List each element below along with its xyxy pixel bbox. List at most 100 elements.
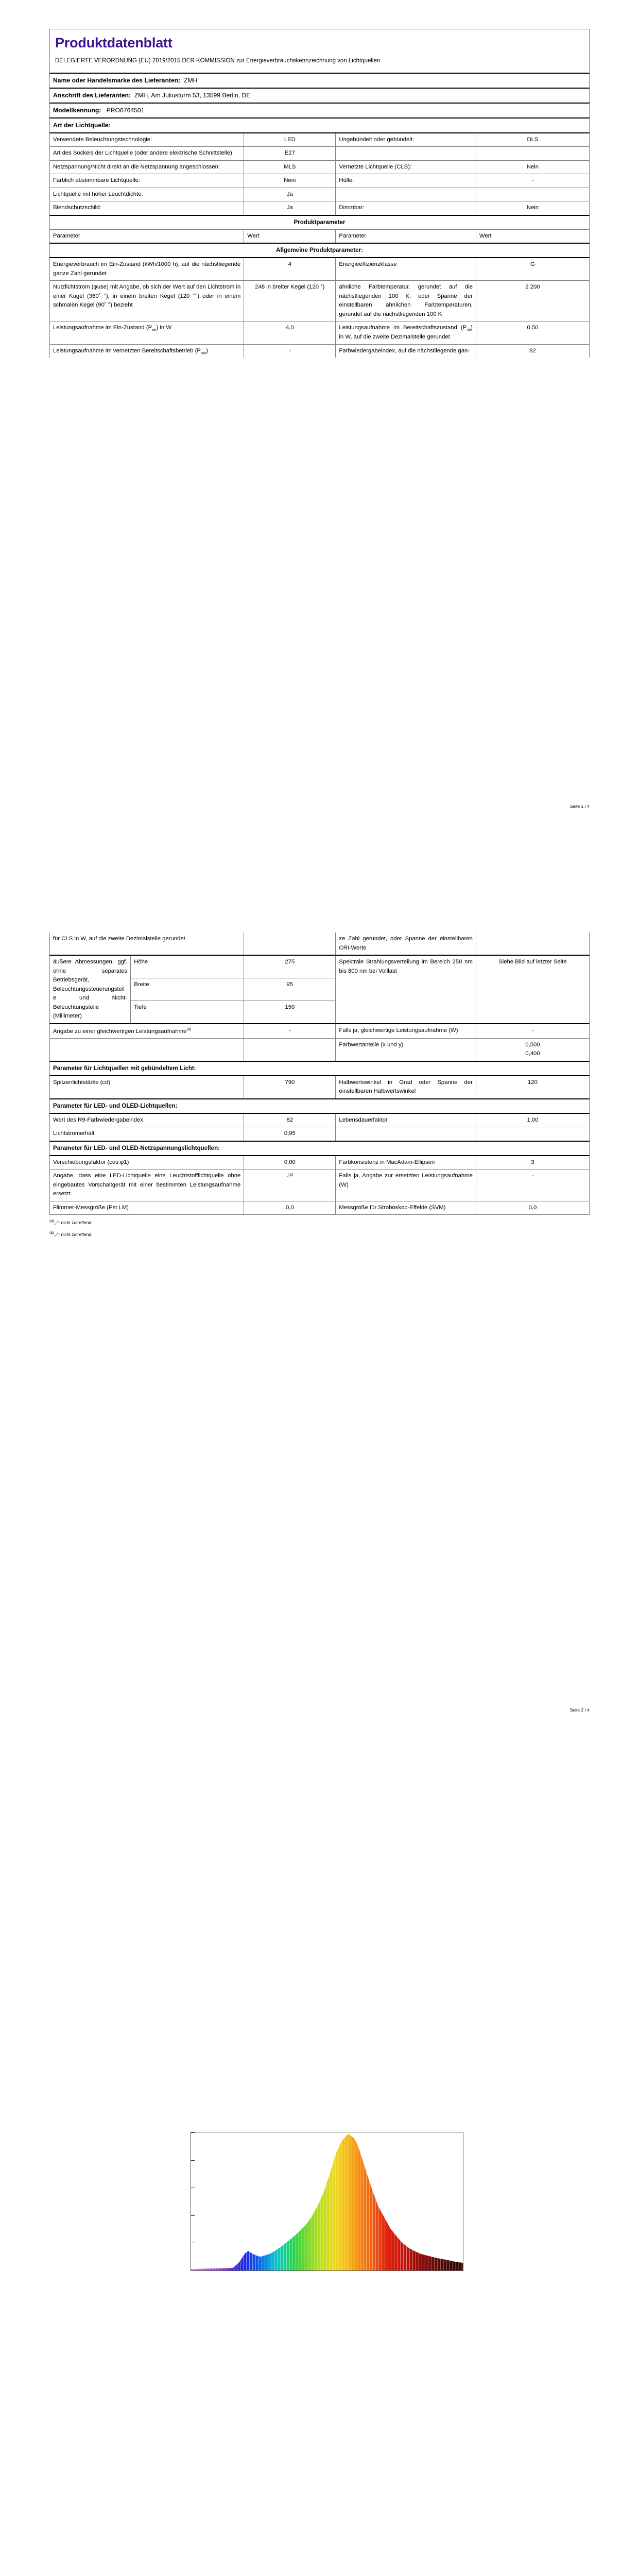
col-header-wert-1: Wert bbox=[244, 229, 336, 244]
chart-plot-area: 1 0.8 0.6 0.4 0.2 0 350 425 500 575 650 … bbox=[191, 2132, 463, 2271]
page-footer: Seite 2 / 4 bbox=[569, 1707, 590, 1713]
table-row: Farblich abstimmbare Lichtquelle: Nein H… bbox=[49, 174, 590, 188]
param-value: MLS bbox=[244, 160, 336, 175]
param-value: 0,00 bbox=[244, 1155, 336, 1170]
y-axis-tick-mark bbox=[191, 2160, 195, 2161]
param-label: Leistungsaufnahme im Bereitschaftszustan… bbox=[335, 321, 476, 345]
address-label: Anschrift des Lieferanten: bbox=[53, 91, 131, 99]
param-label: Vernetzte Lichtquelle (CLS): bbox=[335, 160, 476, 175]
param-label bbox=[49, 1038, 245, 1062]
param-label: Falls ja, gleichwertige Leistungsaufnahm… bbox=[335, 1023, 476, 1039]
param-value: 4,0 bbox=[244, 321, 336, 345]
table-row: Flimmer-Messgröße (Pst LM) 0,0 Messgröße… bbox=[49, 1200, 590, 1215]
supplier-label: Name oder Handelsmarke des Lieferanten: bbox=[53, 77, 181, 84]
param-value: -(b) bbox=[244, 1169, 336, 1201]
table-row: Lichtquelle mit hoher Leuchtdichte: Ja bbox=[49, 187, 590, 202]
param-label: Lichtquelle mit hoher Leuchtdichte: bbox=[49, 187, 245, 202]
page-footer: Seite 1 / 4 bbox=[569, 804, 590, 809]
param-value bbox=[244, 933, 336, 956]
param-value: 3 bbox=[475, 1155, 590, 1170]
param-value: 120 bbox=[475, 1075, 590, 1099]
page-1: Produktdatenblatt DELEGIERTE VERORDNUNG … bbox=[0, 0, 639, 904]
param-label: Leistungsaufnahme im Ein-Zustand (Pon) i… bbox=[49, 321, 245, 345]
param-value: LED bbox=[244, 132, 336, 147]
param-value bbox=[244, 1038, 336, 1062]
param-value: Nein bbox=[244, 174, 336, 188]
param-label: Lichtstromerhalt bbox=[49, 1127, 245, 1142]
col-header-parameter-1: Parameter bbox=[49, 229, 245, 244]
section-title: Parameter für LED- und OLED-Netzspannung… bbox=[49, 1140, 590, 1156]
document-subtitle: DELEGIERTE VERORDNUNG (EU) 2019/2015 DER… bbox=[55, 57, 381, 64]
model-row: Modellkennung: PRO6764501 bbox=[49, 102, 590, 118]
document-header-cell: Produktdatenblatt DELEGIERTE VERORDNUNG … bbox=[49, 29, 590, 74]
param-label: Wert des R9-Farbwiedergabeindex bbox=[49, 1112, 245, 1128]
table-row: Leistungsaufnahme im vernetzten Bereitsc… bbox=[49, 344, 590, 358]
header-row: Produktdatenblatt DELEGIERTE VERORDNUNG … bbox=[49, 29, 590, 74]
param-value: 0,0 bbox=[475, 1200, 590, 1215]
param-label: Energieeffizienzklasse bbox=[335, 257, 476, 281]
dimensions-row: äußere Abmessungen, ggf. ohne separates … bbox=[49, 954, 590, 1024]
address-row: Anschrift des Lieferanten: ZMH, Am Juliu… bbox=[49, 87, 590, 104]
section-title: Allgemeine Produktparameter: bbox=[49, 243, 590, 258]
param-value: 82 bbox=[244, 1112, 336, 1128]
param-label: Farbkonsistenz in MacAdam-Ellipsen bbox=[335, 1155, 476, 1170]
footnote-b: (b)„-“: nicht zutreffend; bbox=[49, 1230, 590, 1238]
table-row-continuation: für CLS in W, auf die zweite Dezimalstel… bbox=[49, 933, 590, 956]
model-label: Modellkennung: bbox=[53, 106, 101, 114]
param-label: Angabe, dass eine LED-Lichtquelle eine L… bbox=[49, 1169, 245, 1201]
param-label: Verschiebungsfaktor (cos φ1) bbox=[49, 1155, 245, 1170]
page-title: Produktdatenblatt bbox=[55, 35, 172, 50]
param-value: 248 in breiter Kegel (120 °) bbox=[244, 280, 336, 322]
footnote-a: (a)„-“: nicht zutreffend; bbox=[49, 1218, 590, 1226]
table-row: Nutzlichtstrom (φuse) mit Angabe, ob sic… bbox=[49, 280, 590, 322]
param-value: G bbox=[475, 257, 590, 281]
param-value: 82 bbox=[475, 344, 590, 358]
table-row: Verschiebungsfaktor (cos φ1) 0,00 Farbko… bbox=[49, 1155, 590, 1170]
page-2-content: für CLS in W, auf die zweite Dezimalstel… bbox=[49, 933, 590, 1238]
table-row: Wert des R9-Farbwiedergabeindex 82 Leben… bbox=[49, 1112, 590, 1128]
param-label: Ungebündelt oder gebündelt: bbox=[335, 132, 476, 147]
param-label: Nutzlichtstrom (φuse) mit Angabe, ob sic… bbox=[49, 280, 245, 322]
param-value: 2 200 bbox=[475, 280, 590, 322]
param-label: Dimmbar: bbox=[335, 201, 476, 216]
dimensions-label: äußere Abmessungen, ggf. ohne separates … bbox=[49, 955, 131, 1024]
param-label bbox=[335, 187, 476, 202]
y-axis-tick-mark bbox=[191, 2215, 195, 2216]
section-title: Produktparameter bbox=[49, 214, 590, 230]
product-sheet-table-page1: Produktdatenblatt DELEGIERTE VERORDNUNG … bbox=[49, 29, 590, 358]
param-label: Spektrale Strahlungsverteilung im Bereic… bbox=[335, 955, 476, 1024]
footnote-a-mark: (a) bbox=[49, 1218, 55, 1224]
param-value: Siehe Bild auf letzter Seite bbox=[475, 955, 590, 1024]
param-label: Verwendete Beleuchtungstechnologie: bbox=[49, 132, 245, 147]
param-label bbox=[335, 1127, 476, 1142]
page-2: für CLS in W, auf die zweite Dezimalstel… bbox=[0, 904, 639, 1807]
page-1-content: Produktdatenblatt DELEGIERTE VERORDNUNG … bbox=[49, 29, 590, 358]
param-label: Messgröße für Stroboskop-Effekte (SVM) bbox=[335, 1200, 476, 1215]
dimensions-row: Tiefe 150 bbox=[50, 1000, 590, 1024]
param-label: Farbwiedergabeindex, auf die nächstliege… bbox=[335, 344, 476, 358]
section-title: Parameter für Lichtquellen mit gebündelt… bbox=[49, 1060, 590, 1076]
spectrum-curve bbox=[191, 2132, 463, 2270]
param-label: Leistungsaufnahme im vernetzten Bereitsc… bbox=[49, 344, 245, 358]
table-row: Art des Sockels der Lichtquelle (oder an… bbox=[49, 146, 590, 161]
address-value: ZMH, Am Juliusturm 53, 13599 Berlin, DE bbox=[134, 91, 251, 99]
param-value: E27 bbox=[244, 146, 336, 161]
param-label: für CLS in W, auf die zweite Dezimalstel… bbox=[49, 933, 245, 956]
supplier-cell: Name oder Handelsmarke des Lieferanten: … bbox=[49, 73, 590, 89]
col-header-parameter-2: Parameter bbox=[335, 229, 476, 244]
param-value: 4 bbox=[244, 257, 336, 281]
param-label: Lebensdauerfaktor bbox=[335, 1112, 476, 1128]
table-row: Farbwertanteile (x und y) 0,500 0,400 bbox=[49, 1038, 590, 1062]
param-value bbox=[475, 187, 590, 202]
page-3: 1 0.8 0.6 0.4 0.2 0 350 425 500 575 650 … bbox=[0, 1807, 639, 2576]
param-value: - bbox=[475, 174, 590, 188]
dimension-value: 275 bbox=[244, 954, 336, 978]
param-value: 0,0 bbox=[244, 1200, 336, 1215]
footnote-a-text: „-“: nicht zutreffend; bbox=[54, 1220, 93, 1226]
dimension-name: Höhe bbox=[130, 954, 245, 978]
supplier-row: Name oder Handelsmarke des Lieferanten: … bbox=[49, 73, 590, 89]
product-sheet-table-page2: für CLS in W, auf die zweite Dezimalstel… bbox=[49, 933, 590, 1215]
param-label: Spitzenlichtstärke (cd) bbox=[49, 1075, 245, 1099]
param-label: Netzspannung/Nicht direkt an die Netzspa… bbox=[49, 160, 245, 175]
spectral-power-distribution-chart: 1 0.8 0.6 0.4 0.2 0 350 425 500 575 650 … bbox=[154, 2127, 484, 2297]
